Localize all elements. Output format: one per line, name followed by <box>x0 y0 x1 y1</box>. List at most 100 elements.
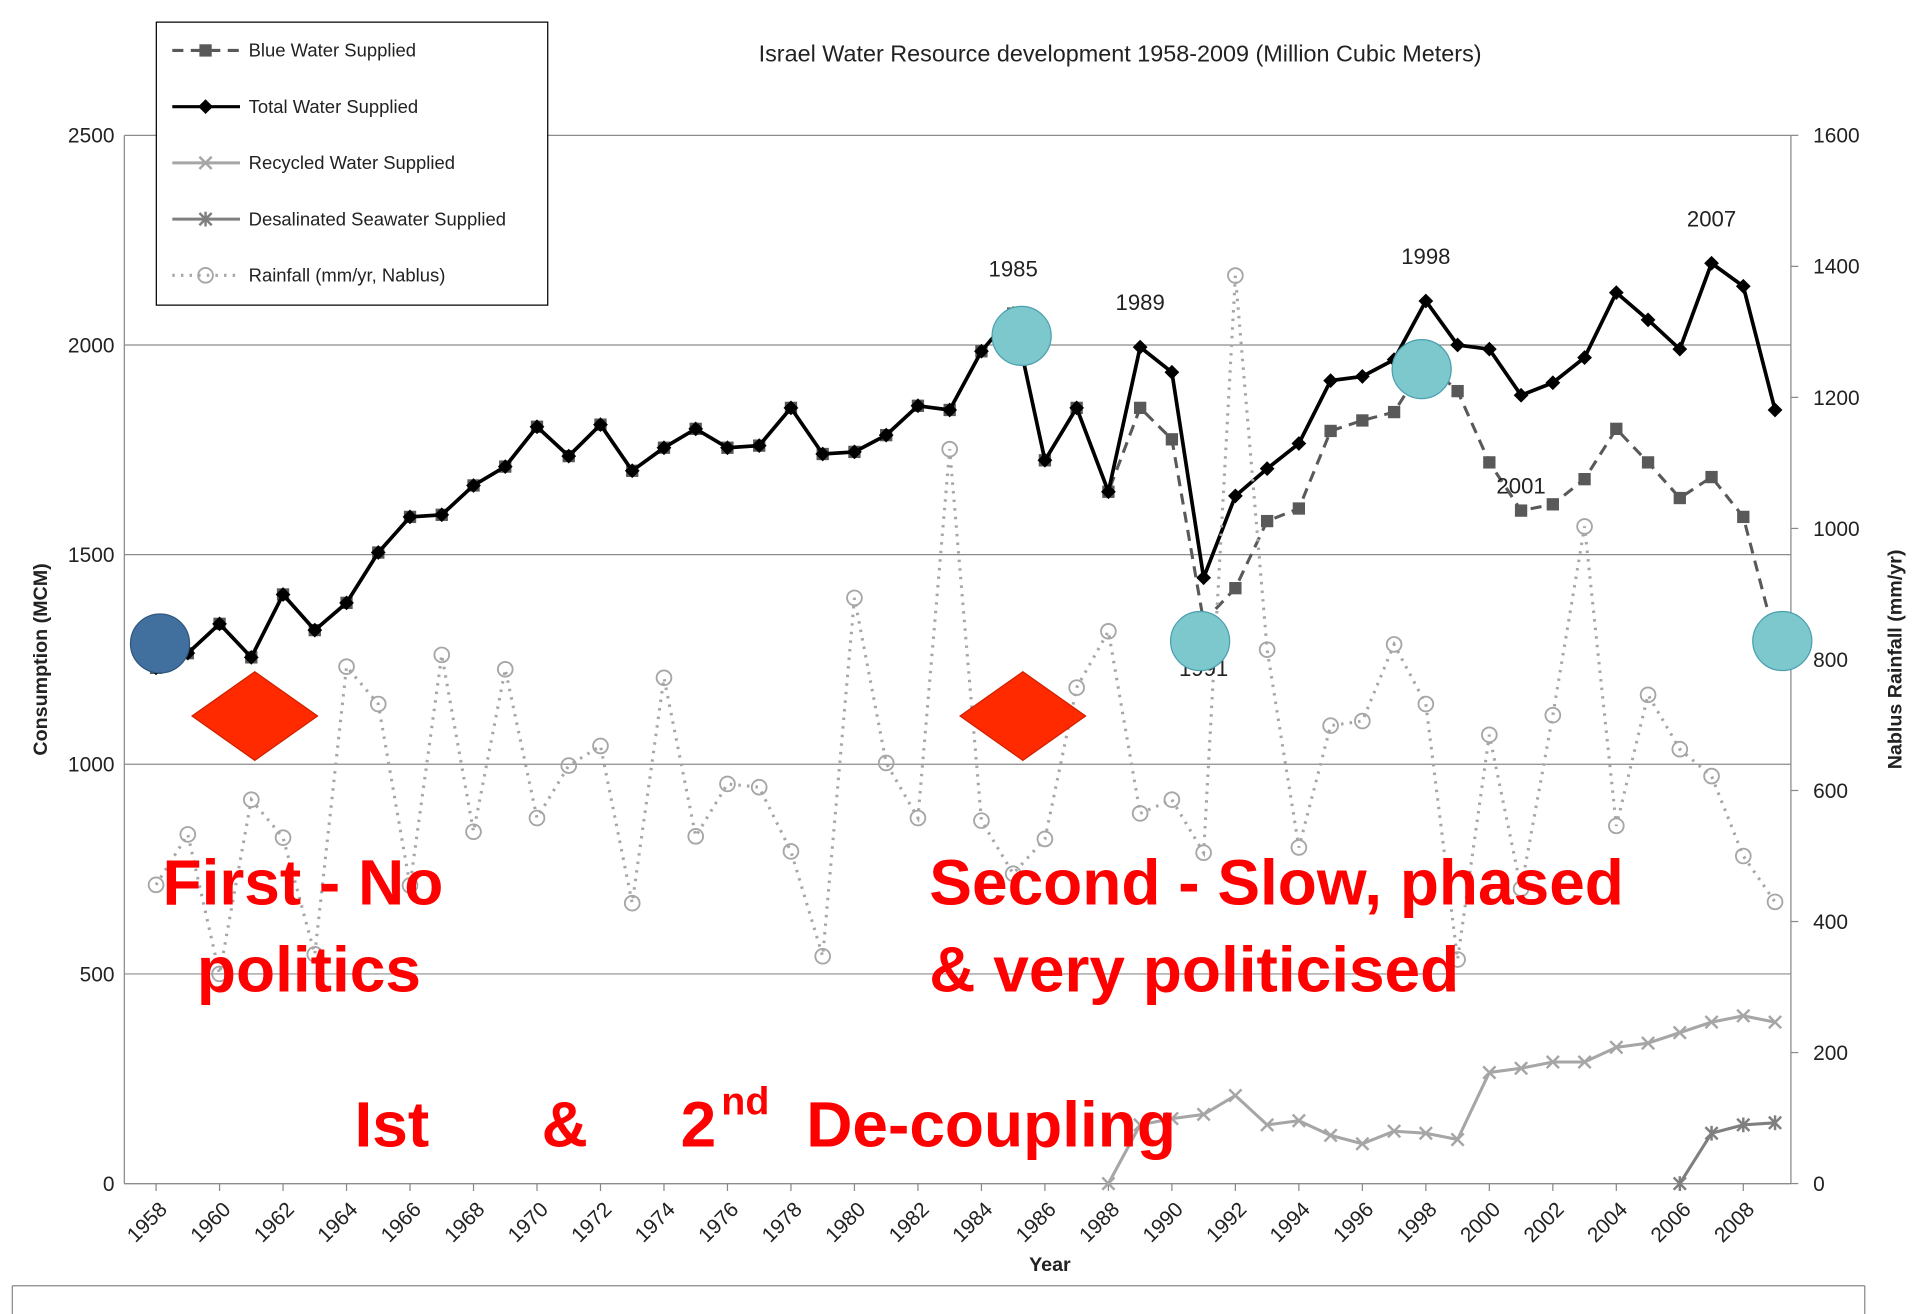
legend-label: Recycled Water Supplied <box>249 152 455 173</box>
y-tick-label: 500 <box>80 963 115 986</box>
annotation: 1998 <box>1401 244 1450 269</box>
point <box>1768 1015 1783 1030</box>
point <box>1768 1115 1783 1131</box>
series-line <box>155 260 1777 670</box>
point <box>1671 740 1689 758</box>
point <box>974 343 989 359</box>
point <box>1483 456 1496 469</box>
point <box>1292 502 1306 515</box>
overlay-text: & <box>542 1089 588 1161</box>
y2-tick-label: 800 <box>1813 649 1848 672</box>
point <box>1767 402 1783 418</box>
marker-diamond <box>190 671 319 762</box>
point <box>1101 484 1116 500</box>
point <box>688 421 704 437</box>
overlay-text: 2 <box>681 1089 717 1161</box>
y-tick-label: 1000 <box>68 754 115 777</box>
point <box>1385 636 1403 653</box>
annotation: 1989 <box>1116 290 1165 315</box>
point <box>306 945 324 963</box>
point <box>1577 350 1592 365</box>
overlay-text: Second - Slow, phased <box>929 846 1624 918</box>
legend: Blue Water Supplied Total Water Supplied R… <box>172 40 506 286</box>
point <box>1481 341 1497 357</box>
point <box>1576 518 1593 535</box>
y2-tick-label: 1000 <box>1813 518 1860 541</box>
y2-tick-label: 400 <box>1813 911 1848 934</box>
point <box>846 589 863 607</box>
overlay-text: Ist <box>354 1089 429 1161</box>
point <box>973 812 990 829</box>
point <box>401 877 419 894</box>
point <box>370 545 386 560</box>
overlay-text: nd <box>721 1080 769 1124</box>
point <box>1259 461 1275 477</box>
point <box>656 440 672 456</box>
marker-circle <box>991 305 1052 367</box>
point <box>1735 278 1751 294</box>
y-tick-label: 2000 <box>68 334 115 357</box>
point <box>1577 1054 1592 1070</box>
point <box>1132 339 1148 355</box>
annotation: 1985 <box>989 257 1038 282</box>
point <box>433 646 451 664</box>
point <box>1672 1176 1687 1191</box>
point <box>1069 400 1085 416</box>
point <box>751 438 767 454</box>
point <box>750 778 768 796</box>
legend-marker <box>198 99 213 115</box>
point <box>1354 369 1370 384</box>
point <box>1482 1065 1497 1080</box>
point <box>1356 414 1369 427</box>
point <box>528 809 546 827</box>
point <box>719 775 736 793</box>
annotation: 2007 <box>1687 206 1736 231</box>
point <box>369 695 387 713</box>
marker-diamond <box>959 671 1087 762</box>
point <box>1514 1061 1529 1076</box>
point <box>274 829 292 846</box>
legend-label: Blue Water Supplied <box>249 40 416 61</box>
point <box>623 894 641 912</box>
point <box>1672 341 1688 357</box>
point <box>1736 1008 1751 1023</box>
point <box>1323 1128 1338 1143</box>
point <box>1323 373 1338 389</box>
point <box>465 823 482 841</box>
point <box>1673 491 1686 505</box>
point <box>1514 504 1528 517</box>
y-tick-label: 2500 <box>68 125 115 148</box>
point <box>1037 452 1053 468</box>
point <box>1578 473 1591 486</box>
point <box>1101 1176 1116 1191</box>
point <box>466 478 481 493</box>
point <box>1641 456 1655 469</box>
point <box>497 459 513 474</box>
point <box>1163 791 1181 808</box>
legend-marker <box>198 155 213 170</box>
point <box>1100 622 1117 640</box>
annotation: 2001 <box>1496 474 1545 499</box>
point <box>1609 1040 1624 1055</box>
legend-marker <box>199 44 212 57</box>
point <box>434 507 450 523</box>
y-tick-label: 1500 <box>68 544 115 567</box>
point <box>1195 844 1212 862</box>
point <box>1387 405 1401 419</box>
x-axis-title: Year <box>1029 1254 1071 1276</box>
point <box>909 809 927 827</box>
point <box>1133 401 1147 415</box>
point <box>560 757 578 774</box>
point <box>147 876 165 894</box>
point <box>1291 1113 1306 1128</box>
point <box>1291 436 1307 451</box>
point <box>1417 695 1435 713</box>
point <box>1165 433 1179 446</box>
point <box>1450 337 1465 353</box>
legend-label: Desalinated Seawater Supplied <box>249 208 506 229</box>
point <box>1672 1025 1687 1040</box>
point <box>1322 717 1339 734</box>
point <box>529 419 545 435</box>
legend-label: Rainfall (mm/yr, Nablus) <box>249 265 446 286</box>
